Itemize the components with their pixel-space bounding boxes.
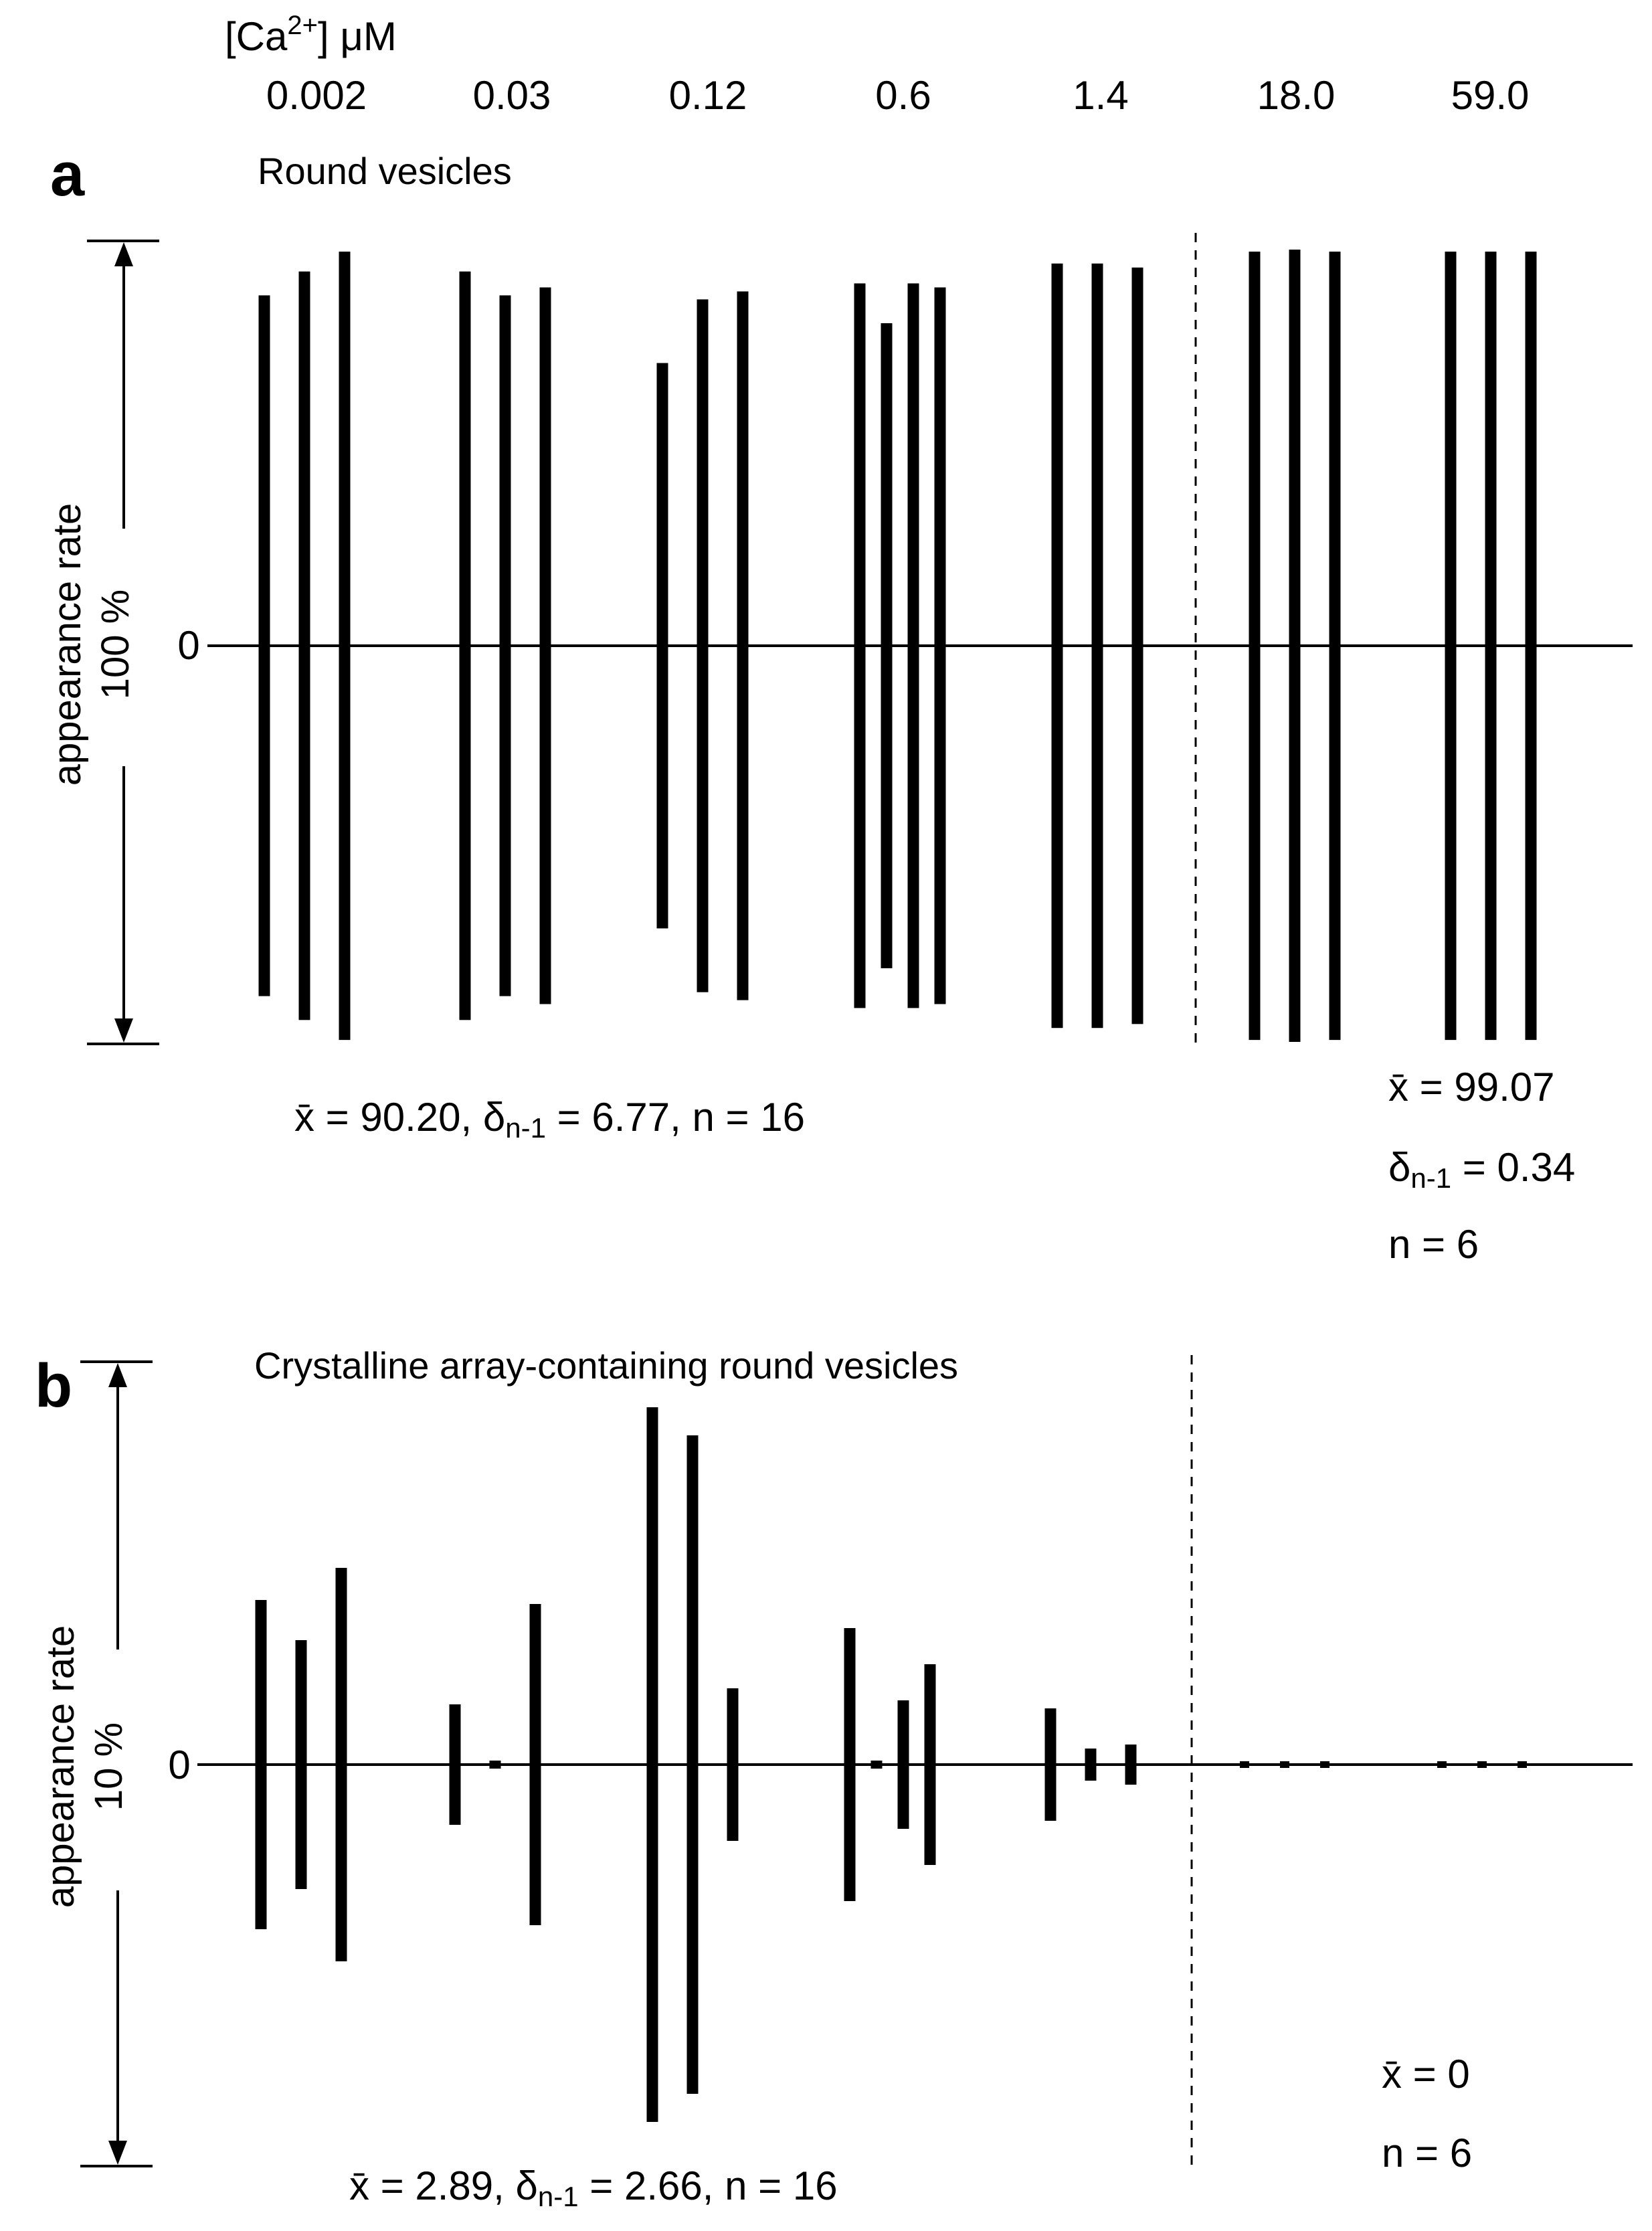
conc-label: 18.0 [1257,73,1336,118]
bar-18.0-2 [1289,250,1301,1042]
panel-b-letter: b [35,1352,72,1420]
bar-0.002-3 [335,1568,347,1961]
panel-b-stats-right-mean: x̄ = 0 [1382,2052,1470,2096]
bar-0.03-2 [489,1761,501,1769]
bar-0.03-1 [449,1704,461,1825]
bar-0.6-1 [844,1628,856,1901]
bar-1.4-2 [1091,263,1103,1029]
panel-a: a Round vesicles appearance rate 100 % 0… [45,141,1633,1267]
concentration-axis-label: [Ca2+] μM [225,11,397,59]
panel-a-stats-right-sd: δn-1 = 0.34 [1388,1145,1575,1194]
bar-1.4-2 [1085,1749,1097,1781]
bar-0.03-3 [529,1604,541,1925]
panel-b-scale-label: 10 % [87,1722,130,1811]
bar-18.0-3 [1320,1761,1329,1768]
bar-59.0-1 [1437,1761,1447,1768]
panel-a-letter: a [50,141,85,209]
panel-b: b Crystalline array-containing round ves… [35,1344,1633,2212]
panel-b-stats-left: x̄ = 2.89, δn-1 = 2.66, n = 16 [349,2163,838,2212]
bar-0.12-2 [686,1435,699,2094]
bar-18.0-1 [1249,252,1261,1041]
bar-59.0-3 [1525,252,1537,1041]
panel-a-scale-label: 100 % [94,590,137,699]
bar-0.6-1 [854,283,866,1008]
bar-18.0-3 [1329,252,1341,1041]
bar-0.12-2 [697,299,709,992]
panel-a-stats-left: x̄ = 90.20, δn-1 = 6.77, n = 16 [294,1095,805,1144]
panel-a-zero-label: 0 [177,623,199,668]
bar-59.0-1 [1445,252,1457,1041]
panel-a-stats-right-n: n = 6 [1388,1222,1479,1267]
bar-1.4-1 [1051,263,1063,1029]
panel-a-scale-arrow [87,240,159,1045]
bar-0.12-3 [727,1688,739,1841]
bar-0.6-2 [870,1761,883,1769]
concentration-ticks: 0.002 0.03 0.12 0.6 1.4 18.0 59.0 [266,73,1529,118]
panel-b-scale-arrow [80,1360,153,2167]
bar-0.03-2 [499,295,511,996]
bar-1.4-3 [1131,267,1143,1024]
panel-a-ylabel: appearance rate [45,503,89,786]
bar-0.6-2 [881,323,893,968]
bar-0.002-3 [339,252,351,1041]
panel-b-ylabel: appearance rate [39,1625,82,1908]
panel-a-bars [258,250,1537,1042]
conc-label: 0.12 [669,73,747,118]
bar-59.0-3 [1518,1761,1527,1768]
bar-0.12-3 [737,291,749,1000]
bar-0.6-3 [897,1700,909,1829]
bar-59.0-2 [1477,1761,1487,1768]
panel-a-title: Round vesicles [258,150,512,192]
conc-label: 0.6 [875,73,931,118]
bar-59.0-2 [1485,252,1497,1041]
bar-0.03-1 [459,271,471,1020]
panel-b-zero-label: 0 [168,1743,190,1787]
bar-0.002-1 [258,295,270,996]
bar-0.12-1 [656,363,668,929]
bar-0.002-2 [295,1640,307,1889]
conc-label: 1.4 [1073,73,1128,118]
bar-1.4-1 [1044,1708,1057,1821]
bar-0.6-4 [924,1664,936,1865]
bar-18.0-1 [1240,1761,1249,1768]
bar-0.12-1 [646,1407,658,2122]
panel-b-stats-right-n: n = 6 [1382,2131,1472,2175]
bar-0.6-4 [934,287,946,1004]
conc-label: 0.03 [473,73,551,118]
panel-a-stats-right-mean: x̄ = 99.07 [1388,1065,1555,1109]
bar-0.03-3 [539,287,551,1004]
conc-label: 59.0 [1451,73,1530,118]
conc-label: 0.002 [266,73,367,118]
bar-1.4-3 [1125,1745,1137,1785]
bar-0.002-1 [255,1600,267,1929]
bar-18.0-2 [1280,1761,1289,1768]
panel-b-title: Crystalline array-containing round vesic… [254,1344,958,1387]
bar-0.002-2 [298,271,310,1020]
bar-0.6-3 [907,283,919,1008]
panel-b-bars [255,1407,1527,2122]
